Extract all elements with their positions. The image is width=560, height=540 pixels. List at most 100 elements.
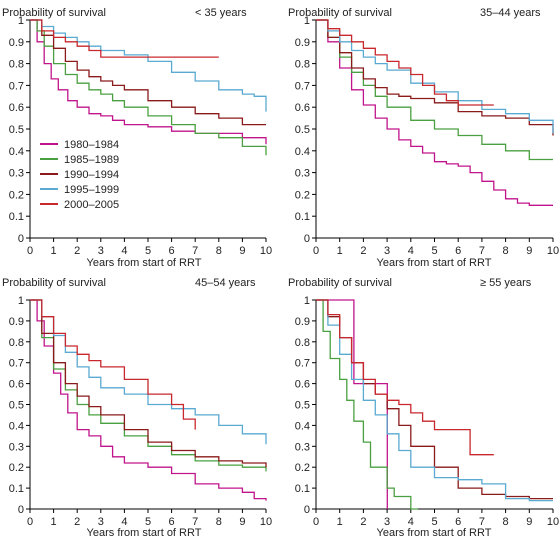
y-tick-label: 0.1 bbox=[9, 211, 24, 223]
y-tick-label: 0.3 bbox=[295, 441, 310, 453]
panel-under-35: Probability of survival < 35 years 0 0.1 0… bbox=[2, 7, 272, 269]
series-line-2000-2005 bbox=[316, 299, 494, 456]
y-tick-label: 0.4 bbox=[9, 420, 24, 432]
x-tick-label: 5 bbox=[431, 245, 437, 257]
series-line-1985-1989 bbox=[316, 19, 553, 161]
y-tick-label: 1 bbox=[304, 295, 310, 307]
y-tick-label: 0.6 bbox=[9, 102, 24, 114]
x-tick-label: 2 bbox=[360, 516, 366, 528]
x-tick-label: 9 bbox=[239, 516, 245, 528]
series-line-2000-2005 bbox=[316, 19, 494, 106]
legend-item-1995-1999: 1995–1999 bbox=[40, 184, 119, 196]
x-axis-title: Years from start of RRT bbox=[377, 257, 492, 269]
y-tick-label: 0.5 bbox=[295, 400, 310, 412]
y-axis-title: Probability of survival bbox=[2, 277, 106, 289]
x-tick-label: 7 bbox=[479, 245, 485, 257]
y-axis-title: Probability of survival bbox=[288, 277, 392, 289]
panel-title: 45–54 years bbox=[195, 277, 256, 289]
series-line-1995-1999 bbox=[30, 19, 267, 112]
x-tick-label: 10 bbox=[547, 245, 559, 257]
panel-title: ≥ 55 years bbox=[480, 277, 532, 289]
y-tick-label: 0.2 bbox=[295, 189, 310, 201]
y-tick-label: 0.5 bbox=[9, 124, 24, 136]
series-line-1995-1999 bbox=[316, 299, 553, 502]
y-tick-label: 0.8 bbox=[295, 337, 310, 349]
x-tick-label: 10 bbox=[260, 245, 272, 257]
series-line-1990-1994 bbox=[30, 299, 267, 468]
y-tick-label: 0.7 bbox=[295, 80, 310, 92]
y-tick-label: 0 bbox=[18, 504, 24, 516]
x-tick-label: 9 bbox=[239, 245, 245, 257]
y-tick-label: 0.5 bbox=[295, 124, 310, 136]
y-tick-label: 0.7 bbox=[9, 358, 24, 370]
x-tick-label: 1 bbox=[337, 516, 343, 528]
x-tick-label: 9 bbox=[526, 516, 532, 528]
x-tick-label: 7 bbox=[479, 516, 485, 528]
y-tick-label: 0.4 bbox=[295, 420, 310, 432]
x-tick-label: 0 bbox=[27, 245, 33, 257]
x-tick-label: 6 bbox=[455, 245, 461, 257]
y-tick-label: 0.9 bbox=[9, 316, 24, 328]
series-line-1990-1994 bbox=[316, 19, 554, 136]
x-tick-label: 8 bbox=[503, 245, 509, 257]
y-tick-label: 0.2 bbox=[295, 462, 310, 474]
plot-area: 00.10.20.30.40.50.60.70.80.910 1 2 3 4 5 6 7 8 9 1… bbox=[9, 295, 272, 528]
y-tick-label: 1 bbox=[304, 15, 310, 27]
y-tick-label: 0.8 bbox=[9, 59, 24, 71]
x-tick-label: 6 bbox=[169, 245, 175, 257]
plot-area: 00.10.20.30.40.50.60.70.80.910 1 2 3 4 5 6 7 8 9 1… bbox=[295, 15, 559, 257]
x-tick-label: 7 bbox=[192, 516, 198, 528]
x-tick-label: 2 bbox=[360, 245, 366, 257]
legend-label: 1995–1999 bbox=[64, 184, 119, 196]
x-tick-label: 4 bbox=[408, 516, 414, 528]
legend-item-1990-1994: 1990–1994 bbox=[40, 169, 119, 181]
y-axis-title: Probability of survival bbox=[2, 7, 106, 19]
x-tick-label: 8 bbox=[216, 516, 222, 528]
x-tick-label: 5 bbox=[145, 516, 151, 528]
y-tick-label: 0.4 bbox=[295, 146, 310, 158]
series-line-1990-1994 bbox=[30, 19, 266, 126]
series-line-2000-2005 bbox=[30, 19, 219, 58]
x-tick-label: 6 bbox=[455, 516, 461, 528]
y-tick-label: 0.1 bbox=[295, 211, 310, 223]
x-tick-label: 0 bbox=[313, 516, 319, 528]
series-line-1985-1989 bbox=[316, 299, 418, 510]
y-tick-label: 0.5 bbox=[9, 400, 24, 412]
legend-label: 2000–2005 bbox=[64, 199, 119, 211]
y-tick-label: 0.1 bbox=[295, 483, 310, 495]
x-tick-label: 8 bbox=[503, 516, 509, 528]
x-tick-label: 8 bbox=[216, 245, 222, 257]
x-tick-label: 10 bbox=[260, 516, 272, 528]
y-tick-label: 0.3 bbox=[9, 168, 24, 180]
x-tick-label: 0 bbox=[27, 516, 33, 528]
x-tick-label: 2 bbox=[74, 245, 80, 257]
panel-35-44: Probability of survival 35–44 years 0 0.1… bbox=[288, 7, 559, 269]
y-tick-label: 0.1 bbox=[9, 483, 24, 495]
x-tick-label: 5 bbox=[145, 245, 151, 257]
y-tick-label: 0.6 bbox=[295, 102, 310, 114]
y-tick-label: 0.9 bbox=[295, 37, 310, 49]
legend-label: 1985–1989 bbox=[64, 154, 119, 166]
x-axis-title: Years from start of RRT bbox=[87, 257, 202, 269]
y-tick-label: 1 bbox=[18, 15, 24, 27]
x-tick-label: 4 bbox=[121, 245, 127, 257]
x-tick-label: 10 bbox=[547, 516, 559, 528]
x-tick-label: 7 bbox=[192, 245, 198, 257]
x-tick-label: 3 bbox=[384, 516, 390, 528]
x-tick-label: 6 bbox=[169, 516, 175, 528]
y-tick-label: 0.7 bbox=[9, 80, 24, 92]
x-tick-label: 0 bbox=[313, 245, 319, 257]
y-tick-label: 0.2 bbox=[9, 189, 24, 201]
plot-area: 00.10.20.30.40.50.60.70.80.910 1 2 3 4 5 6 7 8 9 1… bbox=[9, 15, 272, 257]
y-tick-label: 0.9 bbox=[9, 37, 24, 49]
y-tick-label: 0.6 bbox=[9, 379, 24, 391]
x-tick-label: 3 bbox=[98, 516, 104, 528]
legend: 1980–1984 1985–1989 1990–1994 1995–1999 2000… bbox=[40, 139, 119, 211]
y-tick-label: 0.8 bbox=[295, 59, 310, 71]
legend-label: 1980–1984 bbox=[64, 139, 119, 151]
legend-item-1985-1989: 1985–1989 bbox=[40, 154, 119, 166]
x-axis-title: Years from start of RRT bbox=[377, 527, 492, 539]
series-line-1980-1984 bbox=[316, 19, 553, 206]
y-tick-label: 0 bbox=[18, 233, 24, 245]
